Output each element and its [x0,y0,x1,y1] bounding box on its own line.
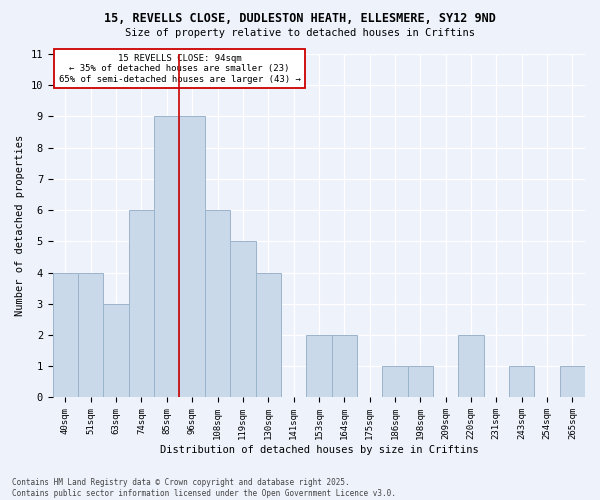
Bar [306,335,332,398]
Bar [154,116,179,398]
Bar [53,272,78,398]
Text: 15, REVELLS CLOSE, DUDLESTON HEATH, ELLESMERE, SY12 9ND: 15, REVELLS CLOSE, DUDLESTON HEATH, ELLE… [104,12,496,26]
Bar [407,366,433,398]
Bar [129,210,154,398]
Bar [458,335,484,398]
Bar [509,366,535,398]
Bar [560,366,585,398]
Text: Contains HM Land Registry data © Crown copyright and database right 2025.
Contai: Contains HM Land Registry data © Crown c… [12,478,396,498]
Y-axis label: Number of detached properties: Number of detached properties [15,135,25,316]
Bar [179,116,205,398]
X-axis label: Distribution of detached houses by size in Criftins: Distribution of detached houses by size … [160,445,478,455]
Bar [230,242,256,398]
Bar [205,210,230,398]
Bar [78,272,103,398]
Bar [332,335,357,398]
Bar [382,366,407,398]
Text: Size of property relative to detached houses in Criftins: Size of property relative to detached ho… [125,28,475,38]
Bar [103,304,129,398]
Bar [256,272,281,398]
Text: 15 REVELLS CLOSE: 94sqm
← 35% of detached houses are smaller (23)
65% of semi-de: 15 REVELLS CLOSE: 94sqm ← 35% of detache… [59,54,301,84]
